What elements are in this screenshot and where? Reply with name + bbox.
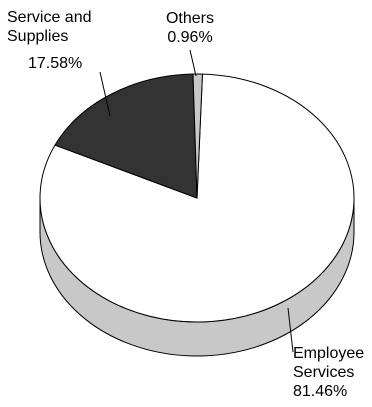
pie-slices — [39, 73, 355, 323]
slice-name-line: Supplies — [7, 28, 68, 45]
pie-slice-service-and-supplies — [54, 73, 198, 199]
leader-line-others — [189, 49, 197, 77]
slice-name-line: Employee — [293, 345, 364, 362]
slice-value-label: 17.58% — [28, 55, 82, 72]
slice-name-line: Others — [166, 10, 214, 27]
slice-value-label: 81.46% — [293, 383, 347, 400]
slice-name-line: Services — [293, 364, 354, 381]
leader-line-employee-services — [287, 307, 294, 353]
leader-lines — [99, 49, 294, 353]
slice-label-service-and-supplies: Service and Supplies 17.58% — [7, 9, 92, 72]
pie-slice-others — [192, 73, 204, 199]
slice-name-line: Service and — [7, 9, 92, 26]
slice-labels: Employee Services 81.46% Service and Supplie… — [7, 9, 364, 400]
slice-label-others: Others 0.96% — [166, 10, 214, 46]
leader-line-service-and-supplies — [99, 71, 111, 117]
slice-value-label: 0.96% — [167, 29, 212, 46]
slice-label-employee-services: Employee Services 81.46% — [293, 345, 364, 400]
